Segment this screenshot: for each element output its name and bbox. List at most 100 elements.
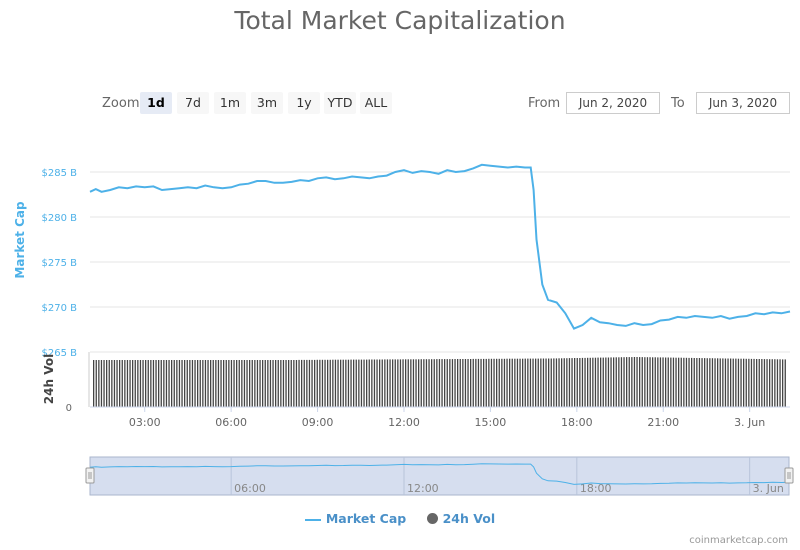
volume-bar bbox=[542, 358, 545, 407]
navigator-left-handle[interactable] bbox=[85, 467, 95, 484]
volume-bar bbox=[394, 359, 396, 407]
volume-bar bbox=[774, 359, 776, 407]
volume-bar bbox=[561, 358, 563, 407]
volume-bar bbox=[644, 357, 646, 407]
volume-bar bbox=[376, 359, 378, 407]
navigator-selection[interactable] bbox=[89, 456, 790, 496]
volume-bar bbox=[779, 359, 781, 407]
to-date-input[interactable]: Jun 3, 2020 bbox=[696, 92, 790, 114]
volume-bar bbox=[233, 360, 235, 407]
y-tick-label: $275 B bbox=[42, 258, 78, 269]
from-label: From bbox=[528, 96, 561, 111]
volume-bar bbox=[165, 360, 168, 407]
volume-bar bbox=[126, 360, 129, 407]
volume-bar bbox=[407, 359, 409, 407]
volume-bar bbox=[670, 357, 672, 407]
volume-bar bbox=[155, 360, 157, 407]
volume-bar bbox=[212, 360, 214, 407]
volume-bar bbox=[311, 359, 313, 407]
volume-bar bbox=[337, 359, 339, 407]
volume-bar bbox=[761, 359, 763, 407]
volume-bar bbox=[160, 360, 162, 407]
volume-bar bbox=[137, 360, 139, 407]
volume-bar bbox=[771, 359, 773, 407]
volume-bar bbox=[503, 358, 506, 407]
x-tick-label: 12:00 bbox=[388, 416, 420, 429]
volume-bar bbox=[748, 358, 750, 407]
volume-bar bbox=[379, 359, 381, 407]
volume-bar bbox=[659, 357, 662, 407]
volume-bar bbox=[410, 359, 412, 407]
zoom-1d-button[interactable]: 1d bbox=[140, 92, 172, 114]
volume-bar bbox=[350, 359, 352, 407]
volume-bar bbox=[719, 358, 721, 407]
volume-bar bbox=[399, 359, 402, 407]
volume-bar bbox=[480, 358, 482, 407]
volume-bar bbox=[698, 358, 701, 407]
volume-bar bbox=[256, 360, 259, 407]
x-tick-label: 15:00 bbox=[475, 416, 507, 429]
navigator-tick-label: 06:00 bbox=[234, 482, 266, 495]
zoom-7d-button[interactable]: 7d bbox=[177, 92, 209, 114]
volume-bar bbox=[178, 360, 181, 407]
to-label: To bbox=[671, 96, 685, 111]
volume-bar bbox=[204, 360, 207, 407]
legend-market-cap[interactable]: Market Cap bbox=[304, 511, 406, 526]
zoom-label: Zoom bbox=[102, 96, 140, 111]
volume-bar bbox=[662, 357, 664, 407]
volume-bar bbox=[527, 358, 529, 407]
volume-bar bbox=[262, 360, 264, 407]
volume-bar bbox=[704, 358, 706, 407]
volume-bar bbox=[722, 358, 724, 407]
y-tick-label: $285 B bbox=[42, 168, 78, 179]
navigator-tick-label: 18:00 bbox=[580, 482, 612, 495]
zoom-3m-button[interactable]: 3m bbox=[251, 92, 283, 114]
volume-bar bbox=[493, 358, 495, 407]
zoom-ytd-button[interactable]: YTD bbox=[324, 92, 356, 114]
volume-bar bbox=[217, 360, 220, 407]
volume-bar bbox=[384, 359, 386, 407]
zoom-1y-button[interactable]: 1y bbox=[288, 92, 320, 114]
volume-bar bbox=[665, 357, 667, 407]
zoom-all-button[interactable]: ALL bbox=[360, 92, 392, 114]
zoom-1m-button[interactable]: 1m bbox=[214, 92, 246, 114]
navigator-right-handle[interactable] bbox=[784, 467, 794, 484]
volume-bar bbox=[189, 360, 191, 407]
volume-bar bbox=[735, 358, 737, 407]
volume-bar bbox=[119, 360, 121, 407]
volume-bar bbox=[428, 359, 430, 407]
volume-bar bbox=[451, 359, 454, 407]
volume-bar bbox=[753, 358, 755, 407]
volume-bar bbox=[758, 359, 760, 407]
volume-bar bbox=[467, 359, 469, 407]
volume-bar bbox=[485, 358, 487, 407]
volume-bar bbox=[132, 360, 134, 407]
volume-bar bbox=[280, 360, 282, 407]
volume-bar bbox=[181, 360, 183, 407]
volume-bar bbox=[420, 359, 422, 407]
volume-bar bbox=[371, 359, 373, 407]
volume-bar bbox=[288, 360, 290, 407]
volume-bar bbox=[696, 358, 698, 407]
volume-bar bbox=[347, 359, 350, 407]
from-date-input[interactable]: Jun 2, 2020 bbox=[566, 92, 660, 114]
y-tick-label: $280 B bbox=[42, 213, 78, 224]
volume-bar bbox=[701, 358, 703, 407]
legend-24h-vol[interactable]: 24h Vol bbox=[426, 511, 495, 526]
market-cap-line bbox=[89, 163, 791, 330]
volume-bar bbox=[438, 359, 441, 407]
volume-bar bbox=[220, 360, 222, 407]
volume-bar bbox=[215, 360, 217, 407]
volume-bar bbox=[498, 358, 500, 407]
volume-bar bbox=[397, 359, 399, 407]
volume-bar bbox=[449, 359, 451, 407]
volume-bar bbox=[464, 359, 467, 407]
volume-bar bbox=[267, 360, 269, 407]
volume-bar bbox=[228, 360, 230, 407]
volume-bar bbox=[540, 358, 542, 407]
volume-bar bbox=[600, 357, 602, 407]
volume-bar bbox=[535, 358, 537, 407]
volume-bar bbox=[168, 360, 170, 407]
volume-bar bbox=[147, 360, 149, 407]
volume-bar bbox=[202, 360, 204, 407]
